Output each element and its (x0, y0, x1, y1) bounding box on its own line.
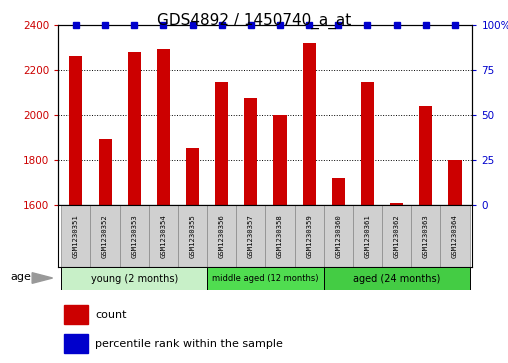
Polygon shape (32, 273, 53, 283)
Text: GSM1230354: GSM1230354 (161, 214, 167, 258)
Bar (411, 205, 440, 267)
Text: GSM1230364: GSM1230364 (452, 214, 458, 258)
Text: GSM1230361: GSM1230361 (364, 214, 370, 258)
Bar (244, 98, 258, 205)
Bar (265, 205, 295, 267)
Text: GSM1230360: GSM1230360 (335, 214, 341, 258)
Bar (353, 205, 382, 267)
Bar (64, 334, 88, 353)
Text: GSM1230362: GSM1230362 (394, 214, 400, 258)
Text: GSM1230352: GSM1230352 (102, 214, 108, 258)
Bar (332, 178, 345, 205)
Bar (390, 203, 403, 205)
Text: GSM1230353: GSM1230353 (131, 214, 137, 258)
Bar (449, 160, 461, 205)
Text: GSM1230358: GSM1230358 (277, 214, 283, 258)
Bar (186, 148, 199, 205)
Bar (157, 49, 170, 205)
Text: GSM1230359: GSM1230359 (306, 214, 312, 258)
Bar (361, 82, 374, 205)
Bar (178, 205, 207, 267)
Bar (419, 106, 432, 205)
Text: GSM1230363: GSM1230363 (423, 214, 429, 258)
Text: GDS4892 / 1450740_a_at: GDS4892 / 1450740_a_at (157, 13, 351, 29)
Text: GSM1230357: GSM1230357 (248, 214, 254, 258)
Bar (149, 205, 178, 267)
Bar (236, 205, 265, 267)
Bar (61, 205, 90, 267)
Text: aged (24 months): aged (24 months) (353, 274, 440, 284)
Text: percentile rank within the sample: percentile rank within the sample (95, 339, 283, 348)
Text: middle aged (12 months): middle aged (12 months) (212, 274, 319, 283)
Bar (207, 205, 236, 267)
Bar (324, 205, 353, 267)
Bar (440, 205, 469, 267)
Bar (64, 305, 88, 324)
Bar (90, 205, 120, 267)
Bar (120, 205, 149, 267)
Bar (207, 267, 324, 290)
Text: age: age (11, 272, 31, 282)
Bar (382, 205, 411, 267)
Bar (128, 52, 141, 205)
Text: GSM1230351: GSM1230351 (73, 214, 79, 258)
Text: GSM1230356: GSM1230356 (219, 214, 225, 258)
Bar (303, 44, 316, 205)
Bar (215, 82, 228, 205)
Bar (61, 267, 207, 290)
Text: young (2 months): young (2 months) (90, 274, 178, 284)
Bar (324, 267, 469, 290)
Bar (70, 56, 82, 205)
Bar (99, 139, 112, 205)
Bar (295, 205, 324, 267)
Bar (273, 115, 287, 205)
Text: count: count (95, 310, 126, 320)
Text: GSM1230355: GSM1230355 (189, 214, 196, 258)
